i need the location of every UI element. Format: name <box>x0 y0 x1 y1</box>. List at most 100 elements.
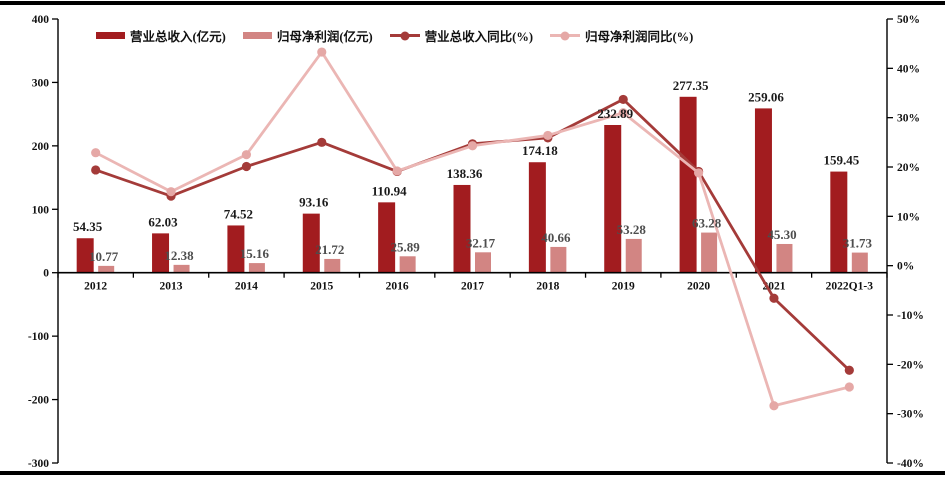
revenue-bar <box>76 238 94 273</box>
revenue-bar <box>378 202 396 273</box>
revenue-bar <box>830 171 848 273</box>
profit-value-label: 10.77 <box>89 249 119 264</box>
revenue-yoy-line-marker <box>317 137 327 147</box>
profit-bar <box>98 265 115 273</box>
profit-bar <box>248 263 265 273</box>
profit-yoy-line-marker <box>91 148 101 158</box>
x-axis-category-label: 2015 <box>310 281 333 293</box>
profit-value-label: 40.66 <box>541 230 571 245</box>
x-axis-category-label: 2019 <box>612 281 635 293</box>
profit-yoy-line-marker <box>844 382 854 392</box>
bottom-border-rule <box>0 471 945 475</box>
profit-bar <box>701 232 718 273</box>
revenue-value-label: 62.03 <box>148 214 178 229</box>
profit-bar <box>399 256 416 273</box>
right-axis-tick-label: 0% <box>897 261 914 273</box>
revenue-bar <box>604 124 622 273</box>
profit-bar-swatch-icon <box>242 32 272 39</box>
left-axis-tick-label: -200 <box>28 395 49 407</box>
right-axis-tick-label: 10% <box>897 211 920 223</box>
x-axis-category-label: 2022Q1-3 <box>826 281 874 293</box>
revenue-bar <box>302 213 320 273</box>
revenue-value-label: 93.16 <box>299 195 329 210</box>
left-axis-tick-label: 300 <box>32 77 50 89</box>
profit-bar <box>851 252 868 273</box>
top-border-rule <box>0 1 945 5</box>
revenue-bar <box>754 108 772 273</box>
left-axis-tick-label: 100 <box>32 204 50 216</box>
legend-item-profit: 归母净利润(亿元) <box>242 26 373 45</box>
revenue-bar <box>227 225 245 273</box>
profit-value-label: 15.16 <box>240 246 270 261</box>
data-labels-group: 54.35 62.03 74.52 93.16 110.94 138.36 174.18 23… <box>73 78 872 264</box>
profit-value-label: 53.28 <box>617 222 647 237</box>
profit-yoy-line-swatch-icon <box>549 31 580 40</box>
right-axis-tick-label: -10% <box>897 310 924 322</box>
revenue-yoy-line-marker <box>769 293 779 303</box>
revenue-bar <box>528 162 546 273</box>
profit-bar <box>324 258 341 273</box>
revenue-yoy-line-swatch-icon <box>389 31 420 40</box>
profit-yoy-line-marker <box>392 166 402 176</box>
profit-value-label: 63.28 <box>692 216 722 231</box>
right-axis-tick-label: 50% <box>897 14 920 26</box>
profit-value-label: 21.72 <box>315 242 344 257</box>
revenue-value-label: 138.36 <box>447 166 483 181</box>
x-axis-category-label: 2017 <box>461 281 484 293</box>
right-axis-tick-label: 20% <box>897 162 920 174</box>
legend-label-revenue-yoy: 营业总收入同比(%) <box>424 30 533 44</box>
revenue-bar <box>679 96 697 273</box>
left-axis-tick-label: 0 <box>43 268 49 280</box>
profit-bar <box>550 246 567 273</box>
profit-bar <box>776 243 793 273</box>
right-axis-tick-label: 30% <box>897 113 920 125</box>
right-axis-tick-label: -40% <box>897 458 924 470</box>
profit-yoy-line-marker <box>467 141 478 151</box>
chart-legend: 营业总收入(亿元) 归母净利润(亿元) 营业总收入同比(%) 归母净利润同比(%… <box>96 26 693 45</box>
left-axis-tick-label: -300 <box>28 458 49 470</box>
left-axis-tick-label: 400 <box>32 14 50 26</box>
x-axis-category-label: 2014 <box>235 281 258 293</box>
revenue-bar <box>453 184 471 273</box>
x-axis-category-label: 2012 <box>84 281 107 293</box>
revenue-yoy-line-marker <box>91 165 101 175</box>
profit-yoy-line-marker <box>769 401 779 411</box>
profit-value-label: 45.30 <box>767 227 796 242</box>
legend-item-profit-yoy: 归母净利润同比(%) <box>549 26 693 45</box>
revenue-bar <box>152 233 170 273</box>
revenue-yoy-line-marker <box>241 161 252 172</box>
profit-bar <box>625 238 642 273</box>
profit-value-label: 32.17 <box>466 235 496 250</box>
legend-item-revenue-yoy: 营业总收入同比(%) <box>389 26 533 45</box>
revenue-value-label: 277.35 <box>673 78 709 93</box>
revenue-value-label: 174.18 <box>522 143 558 158</box>
revenue-value-label: 110.94 <box>372 183 408 198</box>
revenue-value-label: 54.35 <box>73 219 103 234</box>
x-axis-category-label: 2020 <box>687 281 710 293</box>
right-axis-tick-label: 40% <box>897 63 920 75</box>
right-axis-tick-label: -30% <box>897 409 924 421</box>
profit-bar <box>475 252 491 273</box>
revenue-yoy-line-marker <box>618 94 628 105</box>
lines-group <box>91 47 854 411</box>
x-axis-category-label: 2013 <box>160 281 183 293</box>
profit-value-label: 25.89 <box>391 239 421 254</box>
profit-yoy-line-marker <box>693 168 704 178</box>
x-axis-category-label: 2016 <box>386 281 409 293</box>
left-axis-tick-label: 200 <box>32 141 50 153</box>
revenue-yoy-line-marker <box>844 365 854 375</box>
x-axis-category-label: 2018 <box>536 281 559 293</box>
legend-label-revenue: 营业总收入(亿元) <box>130 30 226 44</box>
left-axis-tick-label: -100 <box>28 331 49 343</box>
profit-value-label: 31.73 <box>843 236 873 251</box>
legend-item-revenue: 营业总收入(亿元) <box>96 26 226 45</box>
profit-yoy-line-marker <box>241 150 252 160</box>
profit-yoy-line-marker <box>618 108 628 118</box>
profit-yoy-line-marker <box>317 47 327 57</box>
revenue-value-label: 259.06 <box>748 89 784 104</box>
profit-bar <box>173 264 190 273</box>
revenue-value-label: 74.52 <box>224 206 253 221</box>
profit-yoy-line-marker <box>543 130 553 141</box>
